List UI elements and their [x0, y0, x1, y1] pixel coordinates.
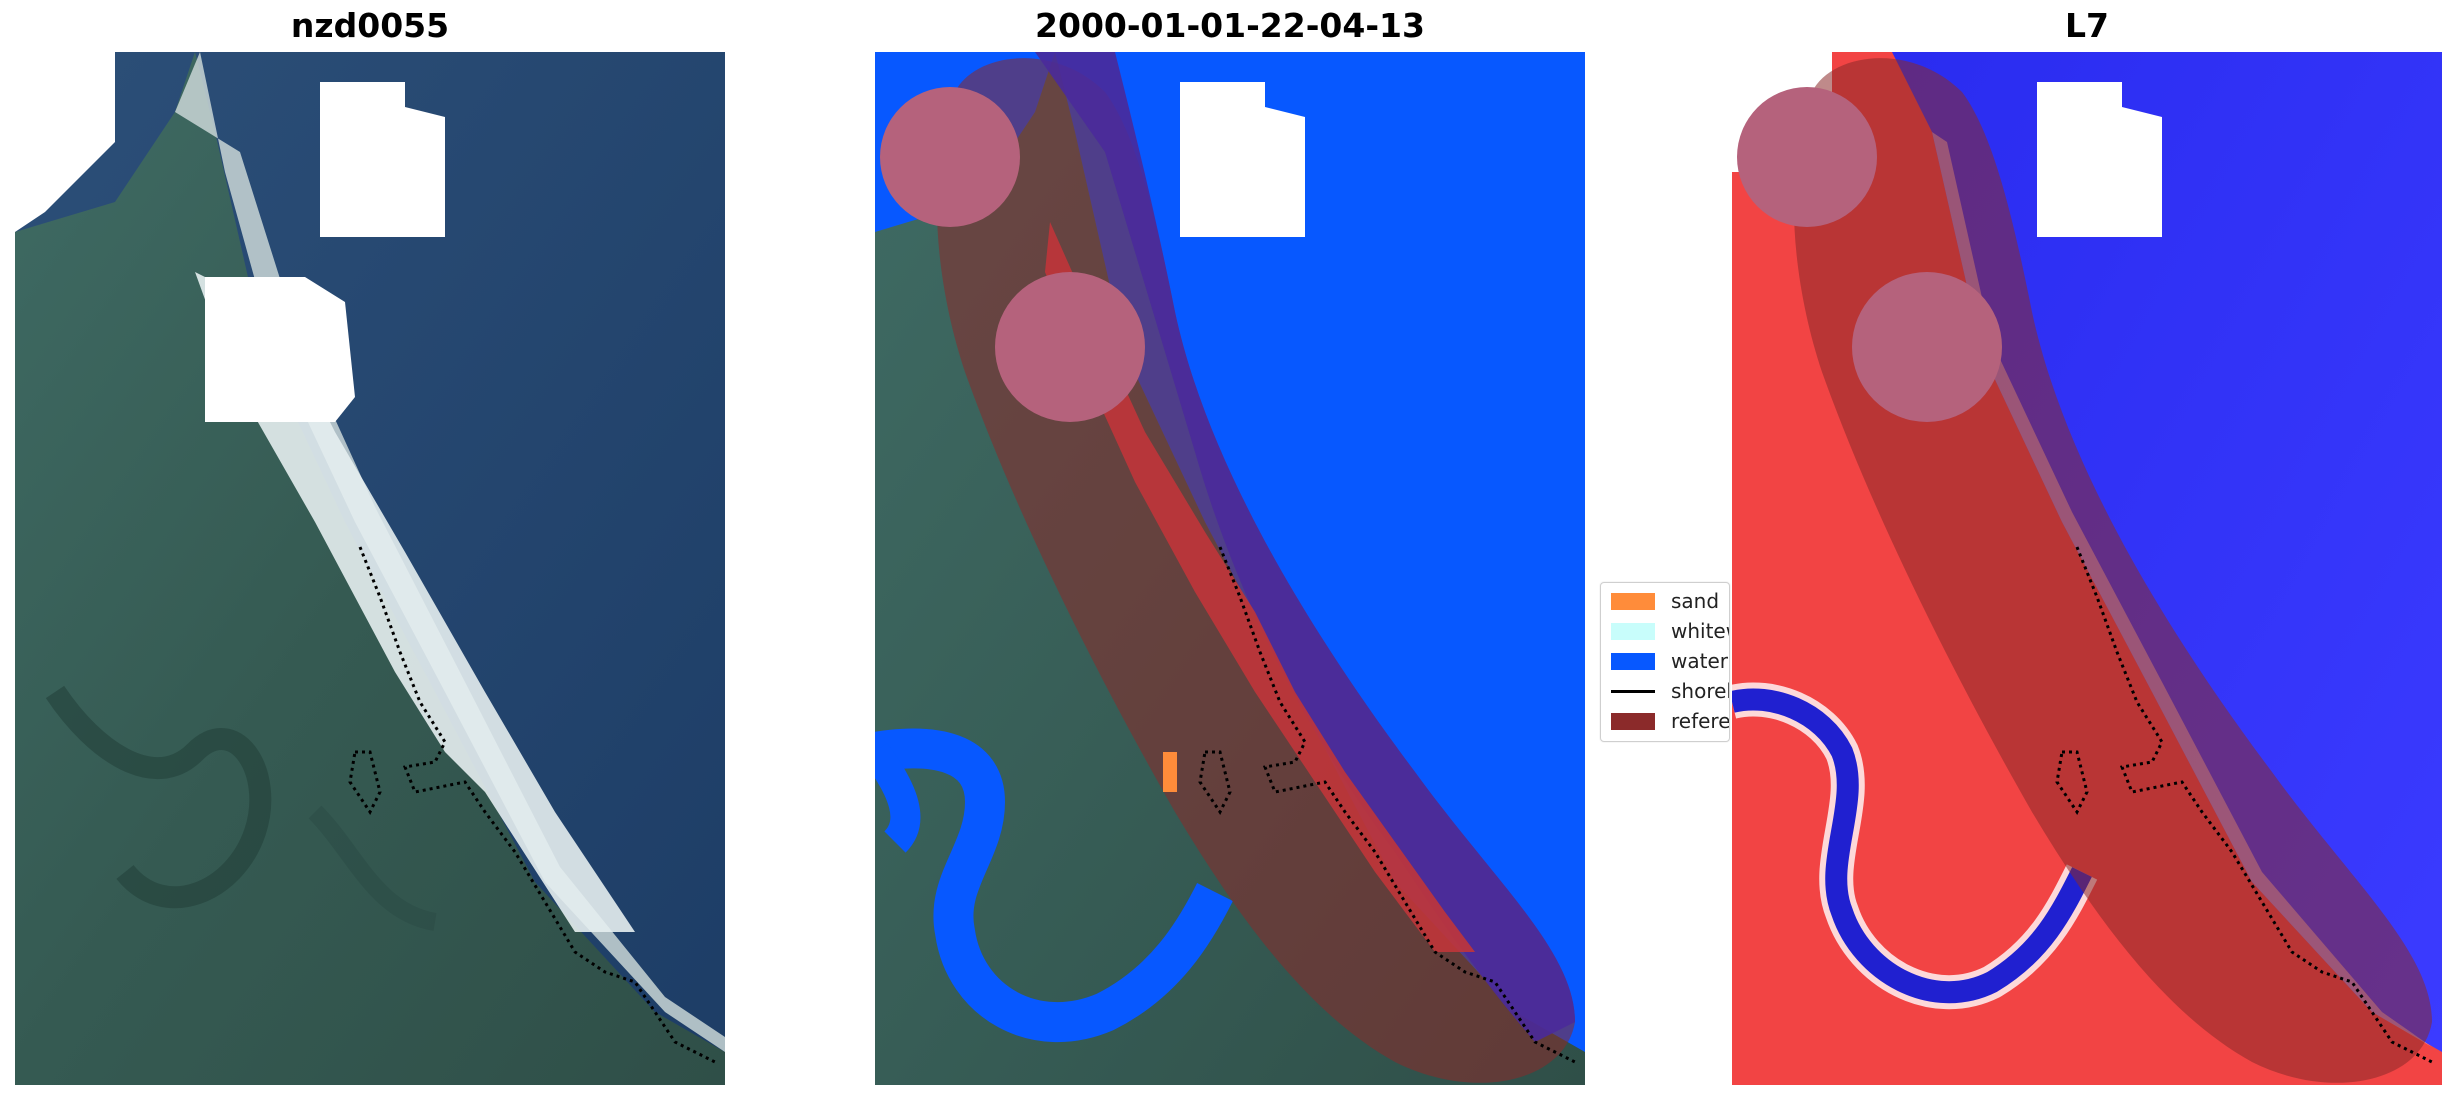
legend-item-sand: sand	[1611, 587, 1719, 615]
legend-label-water: water	[1671, 649, 1728, 673]
classification-image	[875, 52, 1585, 1085]
legend-swatch-water	[1611, 652, 1655, 670]
legend-item-water: water	[1611, 647, 1728, 675]
rgb-image	[15, 52, 725, 1085]
panel-2-title: 2000-01-01-22-04-13	[1035, 6, 1425, 45]
legend-line-shoreline	[1611, 689, 1655, 693]
classification-panel	[875, 52, 1585, 1085]
legend-label-sand: sand	[1671, 589, 1720, 613]
l7-index-panel	[1732, 52, 2442, 1085]
rgb-image-panel	[15, 52, 725, 1085]
panel-1-title: nzd0055	[290, 6, 450, 45]
legend-label-reference: referen	[1671, 709, 1730, 733]
legend-swatch-sand	[1611, 592, 1655, 610]
legend-item-reference: referen	[1611, 707, 1730, 735]
legend-label-shoreline: shorel	[1671, 679, 1730, 703]
legend-item-shoreline: shorel	[1611, 677, 1730, 705]
legend-swatch-reference	[1611, 712, 1655, 730]
panel-3-title: L7	[2065, 6, 2109, 45]
legend-swatch-whitewater	[1611, 622, 1655, 640]
l7-index-image	[1732, 52, 2442, 1085]
